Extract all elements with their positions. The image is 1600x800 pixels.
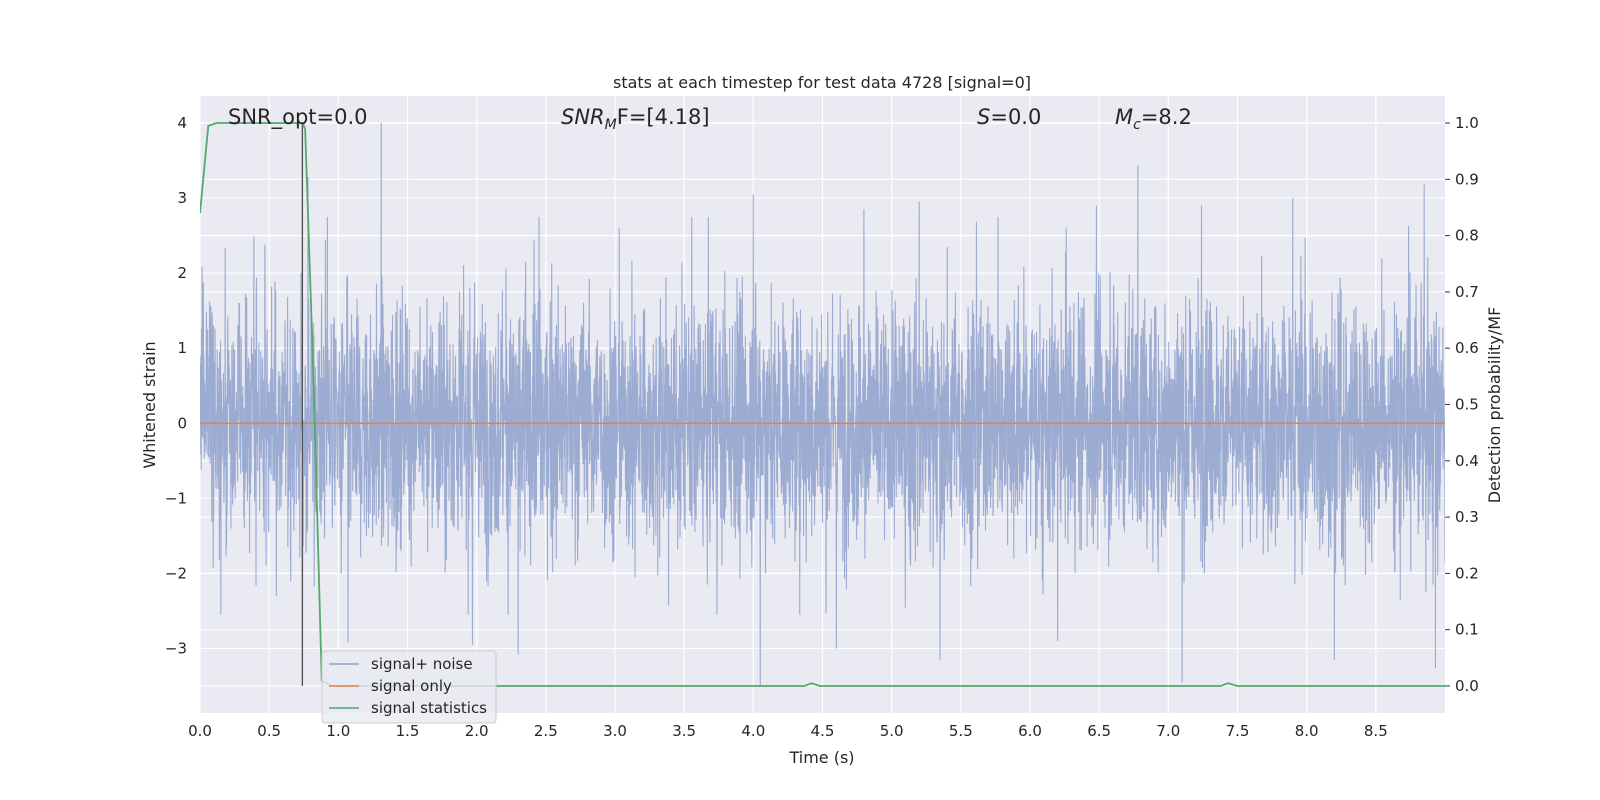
annotation-mc: Mc=8.2: [1115, 105, 1192, 133]
y-axis-label-left: Whitened strain: [140, 341, 159, 468]
x-tick-label: 2.0: [465, 722, 489, 740]
y-tick-label-left: 0: [177, 414, 187, 432]
y-tick-label-left: 4: [177, 114, 187, 132]
x-tick-label: 7.5: [1226, 722, 1250, 740]
annotation-s-main: S: [977, 105, 990, 129]
y-tick-label-left: −2: [165, 564, 187, 582]
annotation-snr-mf-sub: M: [605, 117, 617, 133]
y-tick-label-right: 0.1: [1455, 621, 1479, 639]
legend-label-signal-only: signal only: [371, 677, 452, 695]
x-tick-label: 3.5: [672, 722, 696, 740]
x-tick-label: 0.0: [188, 722, 212, 740]
x-tick-label: 6.5: [1087, 722, 1111, 740]
annotation-s: S=0.0: [977, 105, 1041, 129]
y-tick-label-left: −3: [165, 639, 187, 657]
annotation-mc-tail: =8.2: [1141, 105, 1192, 129]
y-tick-label-right: 0.7: [1455, 283, 1479, 301]
y-tick-label-right: 0.5: [1455, 396, 1479, 414]
x-tick-label: 8.0: [1295, 722, 1319, 740]
annotation-snr-mf-main: SNR: [561, 105, 605, 129]
x-tick-label: 1.0: [326, 722, 350, 740]
x-tick-label: 6.0: [1018, 722, 1042, 740]
x-tick-label: 8.5: [1364, 722, 1388, 740]
y-tick-label-right: 0.0: [1455, 677, 1479, 695]
annotation-mc-sub: c: [1133, 117, 1141, 133]
series-signal-noise: [200, 123, 1445, 686]
y-tick-label-left: 1: [177, 339, 187, 357]
x-tick-label: 0.5: [257, 722, 281, 740]
x-tick-label: 4.5: [811, 722, 835, 740]
y-tick-label-right: 0.9: [1455, 170, 1479, 188]
legend-label-signal-statistics: signal statistics: [371, 699, 487, 717]
x-tick-label: 7.0: [1156, 722, 1180, 740]
chart-title: stats at each timestep for test data 472…: [613, 73, 1031, 92]
y-tick-label-right: 0.4: [1455, 452, 1479, 470]
legend: signal+ noise signal only signal statist…: [321, 650, 497, 724]
y-tick-label-right: 0.6: [1455, 339, 1479, 357]
legend-box: [321, 650, 497, 724]
y-tick-label-right: 1.0: [1455, 114, 1479, 132]
annotation-snr-opt: SNR_opt=0.0: [228, 105, 368, 130]
y-tick-label-left: 3: [177, 189, 187, 207]
x-axis-label: Time (s): [788, 748, 854, 767]
y-tick-label-left: 2: [177, 264, 187, 282]
y-tick-label-right: 0.3: [1455, 508, 1479, 526]
tick-labels: 0.0 0.5 1.0 1.5 2.0 2.5 3.0 3.5 4.0 4.5 5.0 5.5 6.0 6…: [165, 114, 1479, 740]
y-tick-label-right: 0.2: [1455, 564, 1479, 582]
annotation-s-tail: =0.0: [990, 105, 1041, 129]
x-tick-label: 4.0: [741, 722, 765, 740]
x-tick-label: 5.0: [880, 722, 904, 740]
x-tick-label: 1.5: [396, 722, 420, 740]
legend-label-signal-noise: signal+ noise: [371, 655, 473, 673]
x-tick-label: 5.5: [949, 722, 973, 740]
x-tick-label: 2.5: [534, 722, 558, 740]
annotation-mc-main: M: [1115, 105, 1133, 129]
y-axis-label-right: Detection probability/MF: [1485, 307, 1504, 504]
annotation-snr-mf: SNRMF=[4.18]: [561, 105, 710, 133]
y-tick-label-right: 0.8: [1455, 227, 1479, 245]
x-tick-label: 3.0: [603, 722, 627, 740]
annotation-snr-mf-tail: F=[4.18]: [617, 105, 710, 129]
y-tick-label-left: −1: [165, 489, 187, 507]
